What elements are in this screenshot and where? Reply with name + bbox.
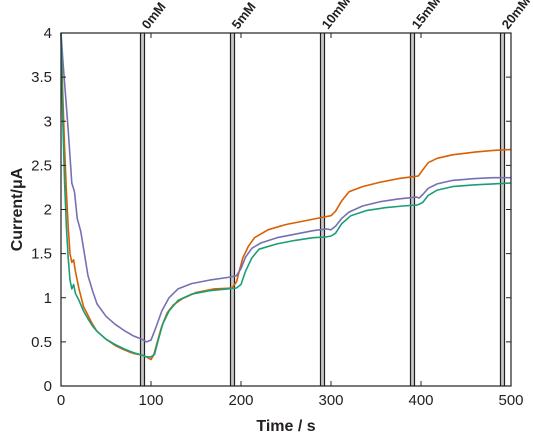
y-axis-label: Current/μA bbox=[9, 167, 26, 251]
x-tick-label: 500 bbox=[498, 392, 523, 409]
x-tick-label: 300 bbox=[318, 392, 343, 409]
series-lines bbox=[60, 32, 512, 361]
marker-label-4: 20mM bbox=[499, 0, 533, 32]
y-tick-label: 1 bbox=[44, 290, 52, 307]
y-tick-label: 2.5 bbox=[31, 157, 52, 174]
y-tick-label: 3 bbox=[44, 113, 52, 130]
y-tick-label: 3.5 bbox=[31, 69, 52, 86]
y-tick-label: 4 bbox=[44, 25, 52, 42]
marker-band-2 bbox=[320, 33, 325, 386]
marker-band-4 bbox=[500, 33, 505, 386]
marker-band-3 bbox=[410, 33, 415, 386]
marker-band-0 bbox=[140, 33, 145, 386]
series-line-1 bbox=[60, 32, 511, 343]
marker-band-1 bbox=[230, 33, 235, 386]
marker-label-3: 15mM bbox=[409, 0, 444, 32]
marker-label-1: 5mM bbox=[229, 0, 259, 32]
y-tick-label: 2 bbox=[44, 202, 52, 219]
y-tick-label: 0 bbox=[44, 378, 52, 395]
y-tick-label: 0.5 bbox=[31, 334, 52, 351]
marker-label-2: 10mM bbox=[319, 0, 354, 32]
marker-bars bbox=[139, 33, 506, 386]
x-tick-label: 200 bbox=[228, 392, 253, 409]
axis-ticks bbox=[60, 32, 512, 387]
marker-label-0: 0mM bbox=[139, 0, 169, 32]
y-tick-label: 1.5 bbox=[31, 246, 52, 263]
x-tick-label: 100 bbox=[138, 392, 163, 409]
series-line-2 bbox=[60, 32, 512, 358]
x-tick-label: 0 bbox=[57, 392, 65, 409]
marker-annotations: 0mM 5mM 10mM 15mM 20mM bbox=[139, 0, 533, 32]
x-tick-label: 400 bbox=[408, 392, 433, 409]
series-line-0 bbox=[60, 32, 512, 361]
tick-labels: 0 100 200 300 400 500 0 0.5 1 1.5 2 2.5 3 3.5 4 bbox=[31, 25, 523, 409]
x-axis-label: Time / s bbox=[256, 418, 315, 435]
